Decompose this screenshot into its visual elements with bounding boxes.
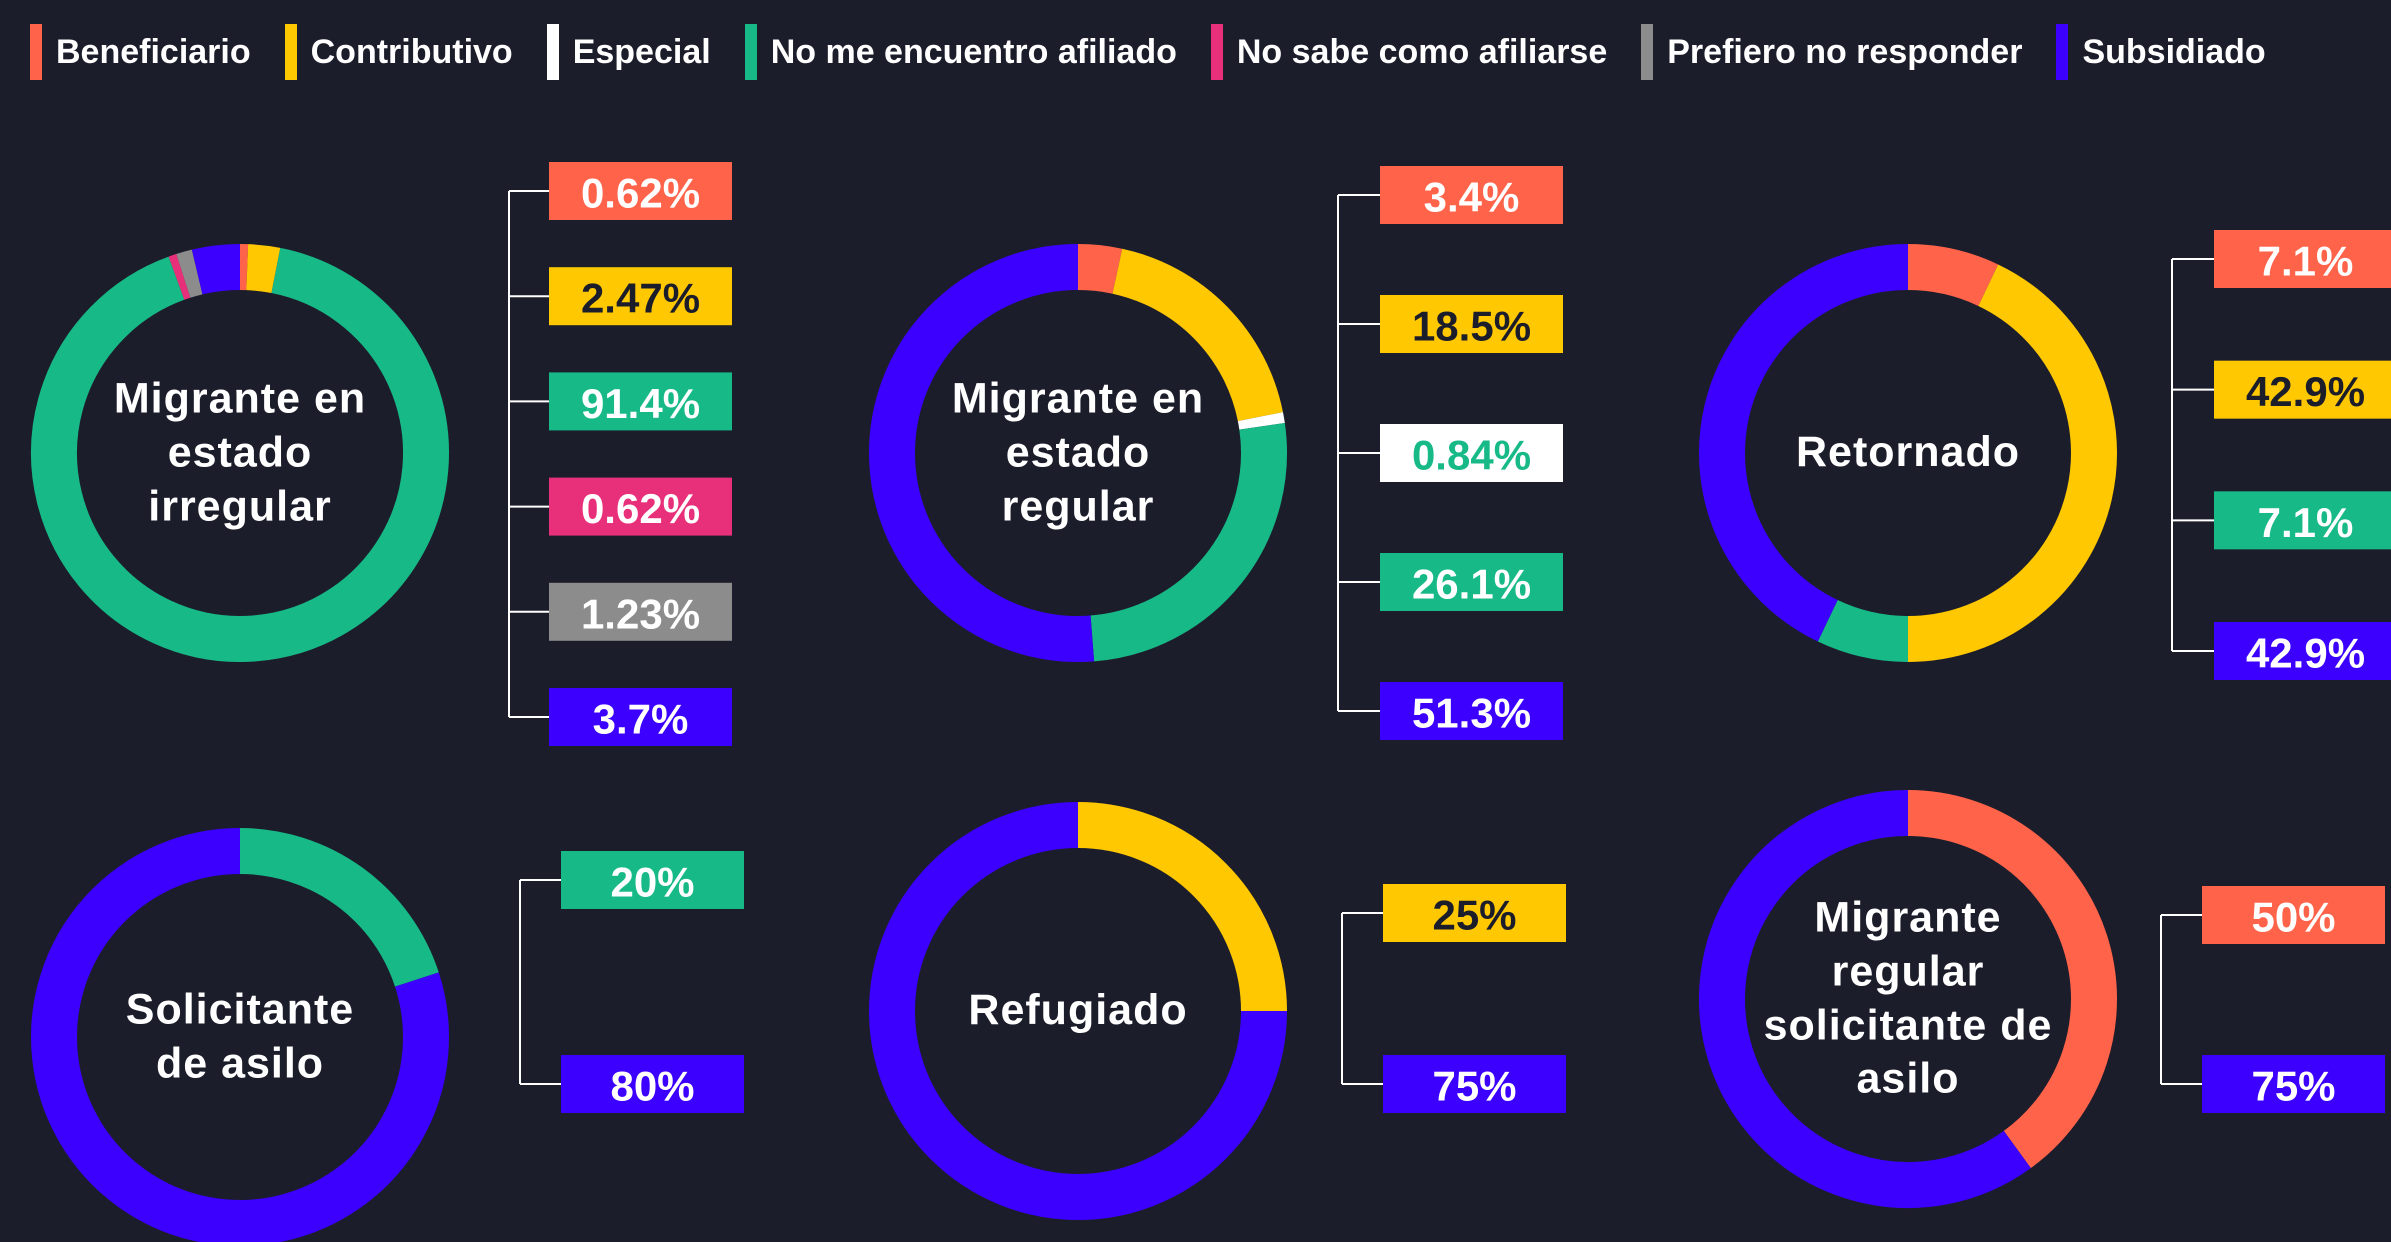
donut-segment [1237, 412, 1285, 430]
value-label: 91.4% [581, 380, 700, 427]
donut-segment [176, 249, 203, 298]
donut-segment [245, 244, 281, 294]
value-box [2214, 360, 2391, 419]
donut-segment [1907, 244, 1999, 307]
value-box [2202, 886, 2385, 944]
donut-segment [1090, 423, 1287, 662]
donut-segment [239, 828, 439, 988]
value-label: 26.1% [1412, 561, 1531, 608]
donut-segment [1817, 599, 1909, 662]
chart-title: Retornado [1796, 428, 2020, 477]
legend-label: Subsidiado [2082, 32, 2266, 71]
value-box [549, 688, 732, 746]
legend-item: Subsidiado [2056, 24, 2266, 80]
legend-label: Beneficiario [56, 32, 251, 71]
value-label: 7.1% [2258, 238, 2354, 285]
legend-label: No sabe como afiliarse [1236, 32, 1608, 71]
donut-segment [869, 802, 1287, 1220]
legend-swatch [546, 24, 559, 80]
value-box [1383, 884, 1566, 942]
value-box [561, 851, 744, 909]
donut-segment [869, 244, 1095, 662]
value-label: 0.62% [581, 170, 700, 217]
value-label: 3.7% [593, 696, 689, 743]
donut-segment [1077, 244, 1123, 294]
value-label: 0.84% [1412, 432, 1531, 479]
legend-label: Prefiero no responder [1667, 32, 2023, 71]
chart-title: Migrante regular solicitante de asilo [1763, 893, 2053, 1103]
value-label: 18.5% [1412, 303, 1531, 350]
value-label: 42.9% [2246, 630, 2365, 677]
donut-segment [1077, 802, 1287, 1012]
value-label: 75% [2251, 1063, 2335, 1110]
value-label: 50% [2251, 894, 2335, 941]
value-box [2214, 491, 2391, 550]
legend-swatch [284, 24, 297, 80]
donut-segment [191, 244, 241, 295]
donut-segment [1699, 790, 2031, 1208]
donut-segment [1112, 248, 1283, 422]
legend-label: Contributivo [310, 32, 513, 71]
chart-title: Migrante en estado irregular [113, 374, 367, 530]
value-box [2214, 622, 2391, 680]
legend-item: No sabe como afiliarse [1210, 24, 1608, 80]
value-box [561, 1055, 744, 1113]
legend: Beneficiario Contributivo Especial No me en… [30, 24, 2266, 80]
legend-item: Especial [546, 24, 711, 80]
value-label: 2.47% [581, 275, 700, 322]
chart-title: Solicitante de asilo [125, 985, 355, 1087]
legend-swatch [30, 24, 42, 80]
legend-swatch [2056, 24, 2069, 80]
chart-title: Migrante en estado regular [951, 374, 1205, 530]
donut-segment [31, 828, 449, 1242]
value-label: 1.23% [581, 590, 700, 637]
value-label: 25% [1432, 892, 1516, 939]
value-box [549, 477, 732, 536]
value-box [549, 582, 732, 641]
value-box [1380, 424, 1563, 482]
value-label: 0.62% [581, 485, 700, 532]
legend-label: Especial [572, 32, 711, 71]
legend-item: Prefiero no responder [1641, 24, 2022, 80]
value-box [1380, 682, 1563, 740]
legend-swatch [744, 24, 757, 80]
donut-segment [1907, 790, 2117, 1169]
value-label: 80% [610, 1063, 694, 1110]
value-box [1383, 1055, 1566, 1113]
value-box [549, 372, 732, 431]
value-label: 3.4% [1424, 174, 1520, 221]
value-box [549, 267, 732, 326]
value-box [1380, 166, 1563, 224]
legend-label: No me encuentro afiliado [770, 32, 1177, 71]
donut-segment [168, 253, 191, 300]
value-label: 75% [1432, 1063, 1516, 1110]
value-label: 7.1% [2258, 499, 2354, 546]
value-box [2202, 1055, 2385, 1113]
value-box [549, 162, 732, 220]
value-label: 20% [610, 859, 694, 906]
donut-segment [31, 247, 449, 662]
value-box [1380, 295, 1563, 353]
donut-segment [1699, 244, 1909, 642]
legend-swatch [1641, 24, 1654, 80]
legend-item: Contributivo [284, 24, 513, 80]
legend-item: Beneficiario [30, 24, 251, 80]
donut-segment [1907, 264, 2117, 662]
value-label: 42.9% [2246, 368, 2365, 415]
chart-title: Refugiado [968, 986, 1188, 1035]
value-label: 51.3% [1412, 690, 1531, 737]
value-box [2214, 230, 2391, 288]
value-box [1380, 553, 1563, 611]
legend-item: No me encuentro afiliado [744, 24, 1177, 80]
legend-swatch [1210, 24, 1223, 80]
